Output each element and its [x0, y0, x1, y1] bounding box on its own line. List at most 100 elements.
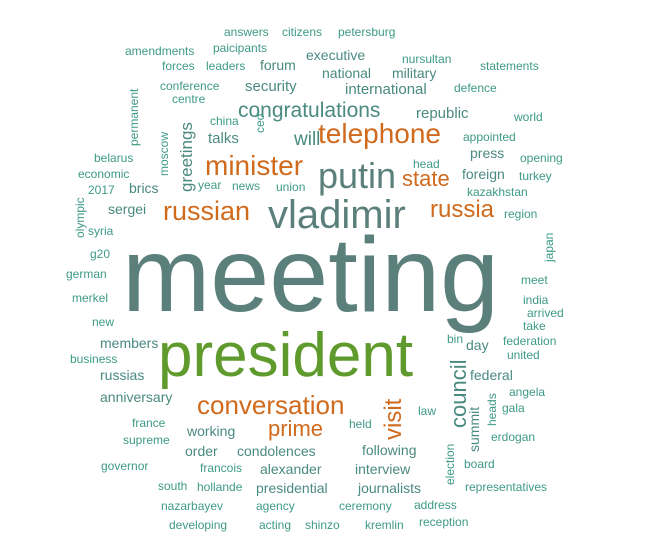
word-appointed: appointed	[463, 130, 516, 144]
word-state: state	[402, 166, 450, 191]
word-opening: opening	[520, 151, 563, 165]
word-russias: russias	[100, 367, 145, 383]
word-german: german	[66, 267, 107, 281]
word-moscow: moscow	[157, 131, 171, 176]
word-arrived: arrived	[527, 306, 564, 320]
word-union: union	[276, 180, 306, 194]
word-order: order	[185, 443, 218, 459]
word-alexander: alexander	[260, 461, 322, 477]
word-news: news	[232, 179, 261, 193]
word-turkey: turkey	[519, 169, 552, 183]
word-paicipants: paicipants	[213, 41, 268, 55]
word-belarus: belarus	[94, 151, 134, 165]
word-developing: developing	[169, 518, 228, 532]
word-sergei: sergei	[108, 201, 147, 217]
word-shinzo: shinzo	[305, 518, 340, 532]
word-board: board	[464, 457, 495, 471]
word-2017: 2017	[88, 183, 115, 197]
word-head: head	[413, 157, 440, 171]
word-statements: statements	[480, 59, 539, 73]
word-law: law	[418, 404, 437, 418]
word-held: held	[349, 417, 372, 431]
word-executive: executive	[306, 47, 366, 63]
word-new: new	[92, 315, 115, 329]
word-united: united	[507, 348, 540, 362]
word-security: security	[245, 78, 297, 95]
word-year: year	[198, 178, 222, 192]
word-meeting: meeting	[122, 216, 500, 334]
word-summit: summit	[466, 406, 482, 452]
word-g20: g20	[90, 247, 111, 261]
word-supreme: supreme	[123, 433, 170, 447]
word-russian: russian	[163, 196, 251, 226]
word-prime: prime	[268, 416, 324, 441]
word-working: working	[187, 423, 236, 439]
word-kremlin: kremlin	[365, 518, 404, 532]
word-journalists: journalists	[358, 480, 422, 496]
word-defence: defence	[454, 81, 497, 95]
word-national: national	[322, 65, 372, 81]
word-conference: conference	[160, 79, 220, 93]
word-members: members	[100, 335, 159, 351]
word-take: take	[523, 319, 546, 333]
word-brics: brics	[129, 180, 159, 196]
word-conversation: conversation	[197, 390, 345, 420]
word-business: business	[70, 352, 118, 366]
word-telephone: telephone	[318, 118, 442, 149]
word-forum: forum	[260, 57, 296, 73]
word-putin: putin	[318, 155, 397, 196]
word-governor: governor	[101, 459, 149, 473]
word-centre: centre	[172, 92, 206, 106]
word-will: will	[294, 129, 321, 150]
word-erdogan: erdogan	[491, 430, 536, 444]
word-following: following	[362, 442, 417, 458]
word-presidential: presidential	[256, 480, 328, 496]
word-military: military	[392, 65, 437, 81]
word-economic: economic	[78, 167, 130, 181]
word-reception: reception	[419, 515, 469, 529]
word-india: india	[523, 293, 549, 307]
word-minister: minister	[205, 150, 304, 181]
word-permanent: permanent	[127, 88, 141, 146]
word-vladimir: vladimir	[268, 193, 406, 237]
word-international: international	[345, 81, 427, 98]
word-press: press	[470, 145, 505, 161]
word-france: france	[132, 416, 166, 430]
word-bin: bin	[447, 332, 464, 346]
word-petersburg: petersburg	[338, 25, 396, 39]
word-japan: japan	[542, 232, 556, 262]
word-kazakhstan: kazakhstan	[467, 185, 528, 199]
word-russia: russia	[430, 196, 495, 223]
word-agency: agency	[256, 499, 295, 513]
word-heads: heads	[485, 393, 499, 426]
word-talks: talks	[208, 130, 239, 147]
word-merkel: merkel	[72, 291, 109, 305]
word-greetings: greetings	[177, 122, 196, 192]
word-anniversary: anniversary	[100, 389, 173, 405]
word-meet: meet	[521, 273, 548, 287]
word-region: region	[504, 207, 538, 221]
word-ceo: ceo	[253, 113, 267, 133]
word-nazarbayev: nazarbayev	[161, 499, 224, 513]
word-francois: francois	[200, 461, 243, 475]
word-foreign: foreign	[462, 166, 505, 182]
word-olympic: olympic	[73, 197, 87, 238]
word-china: china	[210, 114, 239, 128]
word-federal: federal	[470, 367, 513, 383]
word-gala: gala	[502, 401, 525, 415]
word-leaders: leaders	[206, 59, 246, 73]
word-amendments: amendments	[125, 44, 195, 58]
word-federation: federation	[503, 334, 557, 348]
word-president: president	[158, 321, 414, 390]
word-condolences: condolences	[237, 443, 316, 459]
word-world: world	[514, 110, 543, 124]
word-congratulations: congratulations	[238, 99, 381, 122]
word-syria: syria	[88, 224, 114, 238]
word-citizens: citizens	[282, 25, 323, 39]
word-visit: visit	[380, 398, 407, 440]
word-election: election	[443, 443, 457, 485]
word-representatives: representatives	[465, 480, 548, 494]
word-ceremony: ceremony	[339, 499, 392, 513]
word-angela: angela	[509, 385, 546, 399]
word-day: day	[466, 337, 489, 353]
